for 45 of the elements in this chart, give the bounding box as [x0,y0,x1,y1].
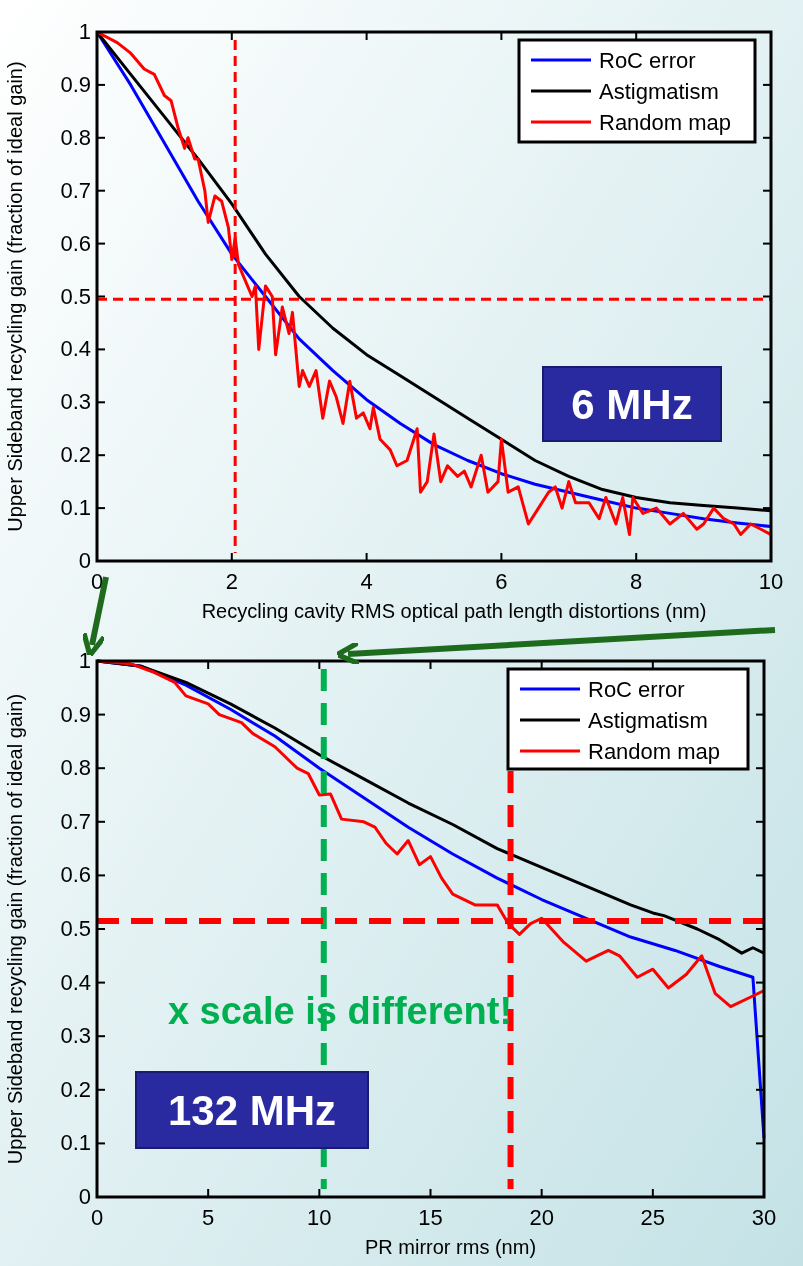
y-axis-title: Upper Sideband recycling gain (fraction of ideal gain) [4,693,26,1165]
legend-label: RoC error [599,48,696,73]
y-tick-label: 0.4 [60,336,91,362]
x-tick-label: 10 [307,1205,332,1230]
y-tick-label: 0.7 [60,177,91,203]
x-tick-label: 10 [758,569,784,594]
x-tick-label: 30 [751,1205,777,1230]
x-tick-label: 6 [495,569,508,594]
legend-label: Astigmatism [599,79,719,104]
y-tick-label: 0.5 [60,916,91,941]
x-axis-title: Recycling cavity RMS optical path length distortions (nm) [201,600,707,622]
y-tick-label: 0 [78,1184,91,1209]
y-tick-label: 0.6 [60,230,91,256]
y-tick-label: 1 [78,19,91,44]
y-tick-label: 0.9 [60,71,91,97]
legend-label: RoC error [588,677,685,702]
x-tick-label: 25 [640,1205,666,1230]
y-tick-label: 1 [78,648,91,673]
x-tick-label: 5 [202,1205,215,1230]
y-tick-label: 0.9 [60,701,91,727]
y-tick-label: 0.3 [60,1023,91,1049]
y-tick-label: 0.1 [60,495,91,521]
y-tick-label: 0 [78,548,91,573]
y-tick-label: 0.6 [60,862,91,888]
x-tick-label: 20 [529,1205,554,1230]
y-axis-title: Upper Sideband recycling gain (fraction of ideal gain) [4,61,26,532]
x-tick-label: 4 [360,569,373,594]
annotation: 6 MHz [571,381,693,428]
legend-label: Random map [599,110,732,135]
y-tick-label: 0.7 [60,808,91,834]
y-tick-label: 0.8 [60,124,91,150]
y-tick-label: 0.4 [60,969,91,995]
y-tick-label: 0.2 [60,1076,91,1102]
x-tick-label: 2 [225,569,238,594]
annotation: 132 MHz [167,1087,337,1134]
x-tick-label: 15 [418,1205,443,1230]
y-tick-label: 0.8 [60,755,91,781]
y-tick-label: 0.5 [60,283,91,309]
y-tick-label: 0.1 [60,1130,91,1156]
y-tick-label: 0.3 [60,389,91,415]
x-axis-title: PR mirror rms (nm) [364,1236,537,1258]
legend-label: Astigmatism [588,708,708,733]
legend-label: Random map [588,739,721,764]
y-tick-label: 0.2 [60,442,91,468]
x-tick-label: 8 [630,569,643,594]
